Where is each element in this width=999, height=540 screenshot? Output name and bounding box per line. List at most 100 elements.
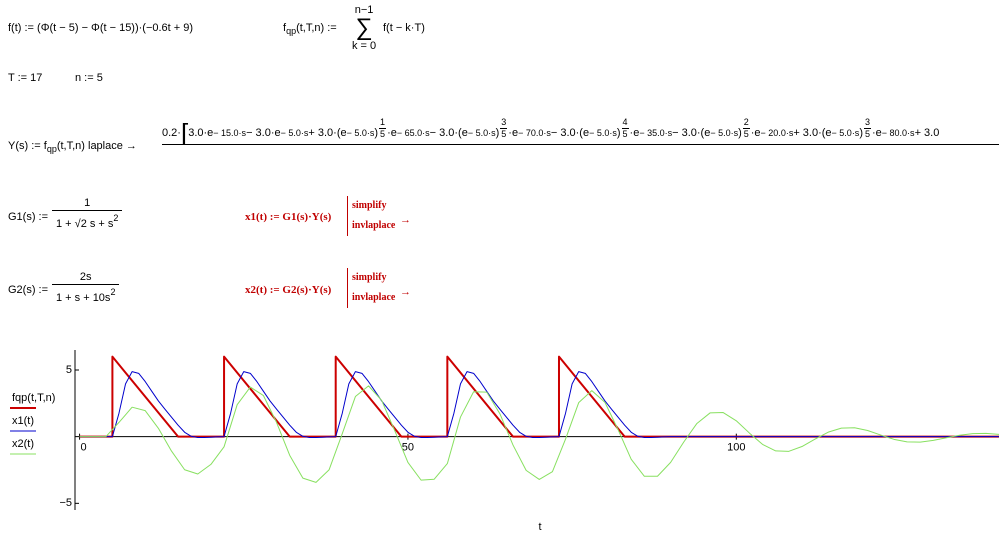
math-text: ·e xyxy=(872,127,882,139)
legend-label: fqp(t,T,n) xyxy=(12,392,55,404)
x-tick-label: 50 xyxy=(402,442,414,454)
sup: − 5.0·s xyxy=(589,128,617,138)
f-definition: f(t) := (Φ(t − 5) − Φ(t − 15))·(−0.6t + … xyxy=(8,21,193,35)
bracket: [ xyxy=(180,118,189,145)
numerator: 1 xyxy=(80,196,94,210)
math-text: x2(t) := G2(s)·Y(s) xyxy=(245,284,332,296)
math-text: + 3.0·(e xyxy=(308,127,347,139)
sup: − 5.0·s xyxy=(467,128,496,138)
math-text: 3.0·e xyxy=(188,127,214,139)
x-tick-label: 100 xyxy=(727,442,745,454)
math-text: f(t − k·T) xyxy=(383,22,425,34)
exponent-denominator: 5 xyxy=(863,128,871,139)
arrow: → xyxy=(400,214,411,226)
math-text: 2s xyxy=(79,271,92,283)
exponent-numerator: 3 xyxy=(501,117,507,127)
math-text: 1 xyxy=(84,197,91,209)
sup: − 5.0·s xyxy=(346,128,375,138)
sup: 2 xyxy=(110,287,116,297)
op: simplify xyxy=(352,272,387,283)
math-text: − 3.0·(e xyxy=(429,127,468,139)
math-text: n := 5 xyxy=(75,72,103,84)
op: simplify xyxy=(352,200,387,211)
sup: − 5.0·s xyxy=(831,128,860,138)
g1-fraction: 1 1 + √2 s + s2 xyxy=(52,196,123,231)
math-text: 1 + √2 s + s xyxy=(56,218,114,230)
numerator: 2s xyxy=(76,270,96,284)
y-lhs: Y(s) := fqp(t,T,n) laplace → xyxy=(8,139,137,156)
exponent-denominator: 5 xyxy=(379,128,387,139)
math-text: G1(s) := xyxy=(8,211,49,223)
x-tick-label: 0 xyxy=(81,442,87,454)
math-text: T := 17 xyxy=(8,72,43,84)
math-text: ) xyxy=(859,127,863,139)
math-text: ) xyxy=(495,127,500,139)
op: invlaplace xyxy=(352,292,396,303)
exponent-numerator: 1 xyxy=(380,117,386,127)
math-text: f(t) := (Φ(t − 5) − Φ(t − 15))·(−0.6t + … xyxy=(8,22,194,34)
sup: − 70.0·s xyxy=(518,128,551,138)
exponent-denominator: 5 xyxy=(500,128,508,139)
sup: − 5.0·s xyxy=(710,128,739,138)
series-line xyxy=(79,385,999,483)
legend-label: x2(t) xyxy=(12,438,34,450)
denominator: 1 + s + 10s2 xyxy=(52,284,120,305)
y-tick-label: 5 xyxy=(66,364,72,376)
math-text: ·e xyxy=(508,127,519,139)
math-text: G2(s) := xyxy=(8,284,49,296)
math-text: (t,T,n) := xyxy=(296,22,337,34)
x2-lhs: x2(t) := G2(s)·Y(s) xyxy=(245,283,331,297)
math-text: + 3.0 xyxy=(914,127,940,139)
series-line xyxy=(79,371,999,438)
math-text: − 3.0·(e xyxy=(550,127,590,139)
sub: qp xyxy=(46,144,57,154)
math-text: + 3.0·(e xyxy=(793,127,832,139)
series-line xyxy=(79,355,999,438)
math-text: ) xyxy=(738,127,742,139)
math-text: − 3.0·(e xyxy=(672,127,711,139)
denominator: 1 + √2 s + s2 xyxy=(52,210,123,231)
math-text: 0.2· xyxy=(162,127,181,139)
exponent-numerator: 4 xyxy=(622,117,628,127)
y-tick-label: −5 xyxy=(59,497,72,509)
g2-fraction: 2s 1 + s + 10s2 xyxy=(52,270,120,305)
sub: qp xyxy=(286,26,297,36)
math-text: − 3.0·e xyxy=(246,127,281,139)
math-text: ·e xyxy=(750,127,761,139)
sup: − 15.0·s xyxy=(213,128,247,138)
math-text: x1(t) := G1(s)·Y(s) xyxy=(245,211,332,223)
sup: − 35.0·s xyxy=(639,128,673,138)
x2-ops: simplify invlaplace xyxy=(347,268,395,308)
sup: − 65.0·s xyxy=(396,128,430,138)
legend-label: x1(t) xyxy=(12,415,34,427)
sum-sign: ∑ xyxy=(355,14,373,41)
math-text: 1 + s + 10s xyxy=(56,292,111,304)
exponent-denominator: 5 xyxy=(742,128,750,139)
x1-lhs: x1(t) := G1(s)·Y(s) xyxy=(245,210,331,224)
fqp-lhs: fqp(t,T,n) := xyxy=(283,21,337,38)
math-text: ) xyxy=(616,127,621,139)
op: invlaplace xyxy=(352,220,396,231)
t-definition: T := 17 xyxy=(8,71,42,85)
exponent-numerator: 3 xyxy=(864,117,870,127)
math-text: ) xyxy=(374,127,379,139)
x1-ops: simplify invlaplace xyxy=(347,196,395,236)
g2-lhs: G2(s) := xyxy=(8,283,48,297)
exponent-denominator: 5 xyxy=(621,128,629,139)
sum: n−1 ∑ k = 0 xyxy=(352,4,376,52)
x-axis-label: t xyxy=(538,521,541,533)
math-text: (t,T,n) laplace → xyxy=(56,140,137,152)
sum-top: n−1 xyxy=(354,4,374,16)
arrow: → xyxy=(400,286,411,298)
y-expression: 0.2·[3.0·e − 15.0·s − 3.0·e − 5.0·s + 3.0·… xyxy=(162,96,999,145)
fqp-body: f(t − k·T) xyxy=(383,21,425,35)
sup: − 20.0·s xyxy=(760,128,794,138)
sup: − 5.0·s xyxy=(280,128,309,138)
